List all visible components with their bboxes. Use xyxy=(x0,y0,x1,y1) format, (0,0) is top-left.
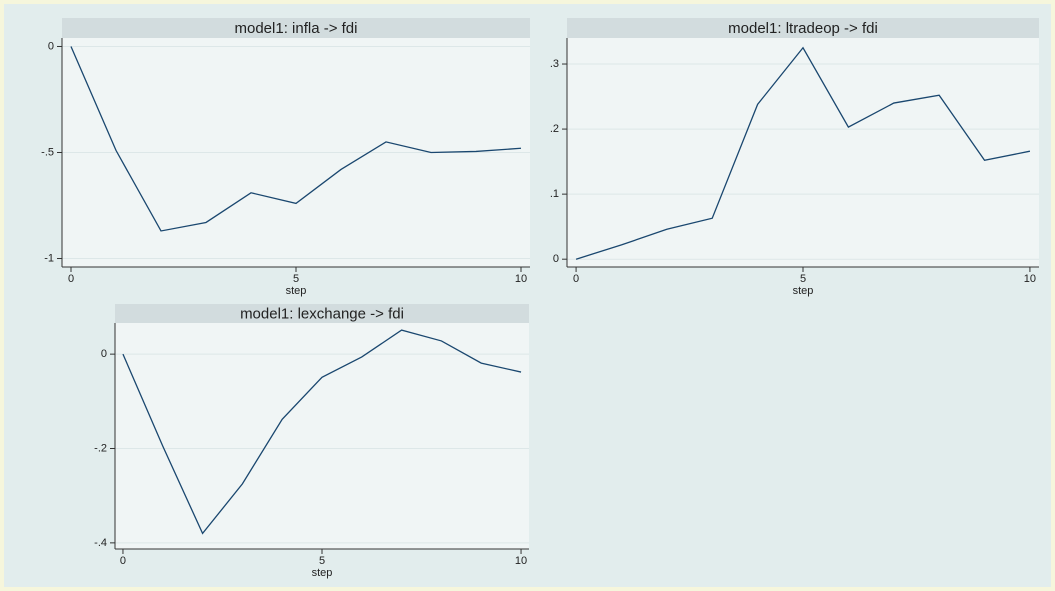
y-tick-label: -.2 xyxy=(94,442,107,454)
y-tick-label: .1 xyxy=(550,188,559,200)
x-tick-label: 10 xyxy=(515,273,527,285)
x-tick-label: 0 xyxy=(120,555,126,567)
title-bar xyxy=(62,18,530,38)
x-axis-label: step xyxy=(793,285,814,297)
plot-region xyxy=(115,323,529,549)
title-bar xyxy=(567,18,1039,38)
y-tick-label: .2 xyxy=(550,123,559,135)
plot-region xyxy=(567,38,1039,267)
x-tick-label: 10 xyxy=(1024,273,1036,285)
x-axis-label: step xyxy=(286,285,307,297)
y-tick-label: .3 xyxy=(550,58,559,70)
y-tick-label: 0 xyxy=(553,253,559,265)
y-tick-label: -1 xyxy=(44,252,54,264)
x-tick-label: 5 xyxy=(293,273,299,285)
x-axis-label: step xyxy=(312,567,333,579)
y-tick-label: 0 xyxy=(48,40,54,52)
x-tick-label: 10 xyxy=(515,555,527,567)
line-series xyxy=(122,329,522,535)
chart-title: model1: infla -> fdi xyxy=(235,20,358,37)
chart-title: model1: ltradeop -> fdi xyxy=(728,20,878,37)
x-tick-label: 0 xyxy=(68,273,74,285)
x-tick-label: 5 xyxy=(319,555,325,567)
y-tick-label: -.4 xyxy=(94,537,107,549)
y-tick-label: -.5 xyxy=(41,146,54,158)
y-tick-label: 0 xyxy=(101,348,107,360)
line-series xyxy=(575,46,1031,260)
x-tick-label: 5 xyxy=(800,273,806,285)
title-bar xyxy=(115,304,529,323)
line-series xyxy=(70,46,522,232)
chart-title: model1: lexchange -> fdi xyxy=(240,305,404,322)
x-tick-label: 0 xyxy=(573,273,579,285)
